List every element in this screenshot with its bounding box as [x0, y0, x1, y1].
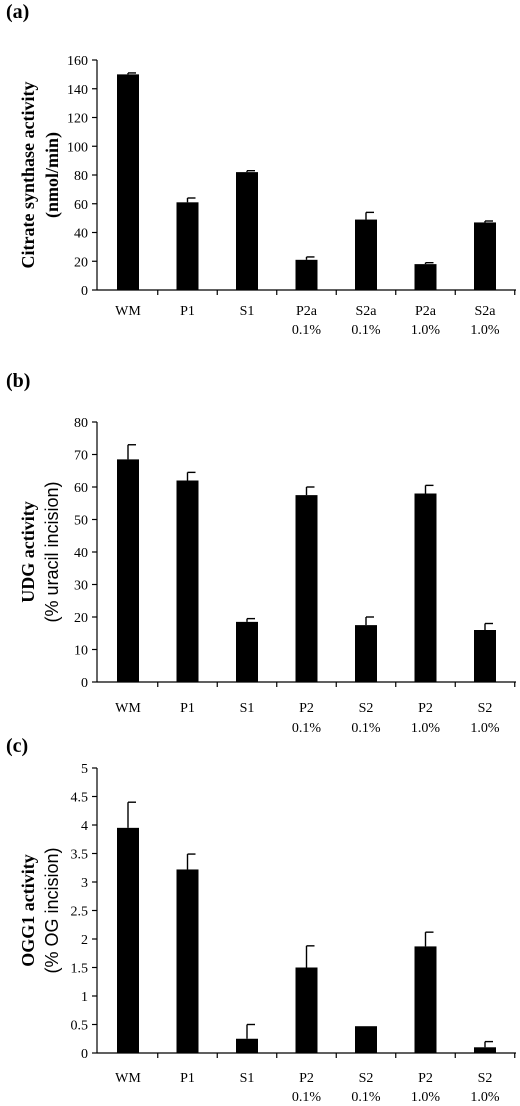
y-tick-label: 4.5 — [71, 791, 89, 806]
category-label: P2a — [415, 304, 437, 319]
category-label: S2 — [478, 701, 493, 716]
panel-label: (b) — [6, 370, 30, 392]
y-tick-label: 140 — [67, 83, 88, 98]
bar — [414, 493, 437, 682]
category-label: P2 — [299, 701, 314, 716]
bar — [355, 1026, 377, 1053]
y-tick-label: 70 — [74, 449, 88, 464]
category-sublabel: 1.0% — [411, 721, 441, 736]
panel-label: (a) — [6, 1, 29, 23]
category-sublabel: 1.0% — [411, 323, 441, 338]
category-label: S2a — [356, 304, 378, 319]
category-label: S2 — [359, 701, 374, 716]
panel-label: (c) — [6, 735, 28, 757]
y-tick-label: 0 — [81, 1047, 88, 1062]
y-tick-label: 60 — [74, 481, 88, 496]
category-label: S1 — [240, 701, 255, 716]
panel-c: (c) OGG1 activity (% OG incision) 0 0.5 1 1.5 2… — [6, 735, 516, 1105]
y-tick-label: 80 — [74, 169, 88, 184]
bar — [355, 625, 377, 682]
y-tick-label: 2 — [81, 933, 88, 948]
y-tick-label: 80 — [74, 416, 88, 431]
category-label: S2 — [478, 1071, 493, 1086]
category-sublabel: 1.0% — [411, 1090, 441, 1105]
bar — [414, 946, 437, 1053]
category-sublabel: 0.1% — [351, 323, 381, 338]
category-label: P1 — [180, 1071, 195, 1086]
category-sublabel: 0.1% — [351, 1090, 381, 1105]
y-axis-title-line-1: Citrate synthase activity — [18, 82, 38, 269]
bar — [414, 264, 437, 290]
y-tick-label: 30 — [74, 579, 88, 594]
y-tick-label: 2.5 — [71, 905, 89, 920]
category-label: WM — [115, 304, 141, 319]
y-tick-label: 1 — [81, 990, 88, 1005]
y-tick-label: 3 — [81, 876, 88, 891]
y-axis-title-line-1: OGG1 activity — [18, 854, 38, 966]
category-label: WM — [115, 1071, 141, 1086]
y-tick-label: 5 — [81, 762, 88, 777]
bar — [176, 869, 199, 1053]
category-label: S1 — [240, 304, 255, 319]
category-label: S1 — [240, 1071, 255, 1086]
bar — [236, 172, 258, 290]
y-tick-label: 20 — [74, 611, 88, 626]
category-label: P2a — [296, 304, 318, 319]
bar — [117, 459, 139, 682]
bar — [474, 630, 496, 682]
category-sublabel: 1.0% — [470, 323, 500, 338]
category-label: WM — [115, 701, 141, 716]
bar — [117, 827, 139, 1053]
category-label: P1 — [180, 701, 195, 716]
category-label: P2 — [299, 1071, 314, 1086]
y-tick-label: 0 — [81, 676, 88, 691]
bar — [236, 621, 258, 682]
bar — [474, 222, 496, 290]
category-sublabel: 0.1% — [351, 721, 381, 736]
bar — [295, 495, 318, 682]
category-sublabel: 0.1% — [292, 721, 322, 736]
y-tick-label: 50 — [74, 514, 88, 529]
y-tick-label: 0 — [81, 284, 88, 299]
bar — [176, 480, 199, 682]
y-tick-label: 160 — [67, 54, 88, 69]
category-label: P2 — [418, 701, 433, 716]
y-tick-label: 100 — [67, 140, 88, 155]
bar — [117, 74, 139, 290]
bar — [176, 202, 199, 290]
bar — [474, 1047, 496, 1053]
y-tick-label: 0.5 — [71, 1019, 89, 1034]
y-axis-title-line-1: UDG activity — [18, 501, 38, 602]
y-axis-title-line-2: (nmol/min) — [42, 132, 63, 218]
panel-b: (b) UDG activity (% uracil incision) 0 10 20 3… — [6, 370, 516, 736]
bar — [355, 219, 377, 290]
y-tick-label: 40 — [74, 227, 88, 242]
y-tick-label: 3.5 — [71, 848, 89, 863]
category-label: P2 — [418, 1071, 433, 1086]
y-tick-label: 4 — [81, 819, 88, 834]
y-tick-label: 120 — [67, 112, 88, 127]
y-tick-label: 1.5 — [71, 962, 89, 977]
y-tick-label: 40 — [74, 546, 88, 561]
y-axis-title-line-2: (% OG incision) — [42, 847, 62, 973]
bar — [295, 259, 318, 290]
bar — [295, 967, 318, 1053]
y-tick-label: 10 — [74, 644, 88, 659]
category-sublabel: 1.0% — [470, 1090, 500, 1105]
category-sublabel: 0.1% — [292, 1090, 322, 1105]
bar — [236, 1038, 258, 1053]
category-label: S2 — [359, 1071, 374, 1086]
panel-a: (a) Citrate synthase activity (nmol/min) 0 2… — [6, 1, 516, 338]
y-axis-title-line-2: (% uracil incision) — [42, 481, 62, 622]
y-tick-label: 60 — [74, 198, 88, 213]
category-sublabel: 0.1% — [292, 323, 322, 338]
category-sublabel: 1.0% — [470, 721, 500, 736]
y-tick-label: 20 — [74, 255, 88, 270]
category-label: S2a — [475, 304, 497, 319]
category-label: P1 — [180, 304, 195, 319]
